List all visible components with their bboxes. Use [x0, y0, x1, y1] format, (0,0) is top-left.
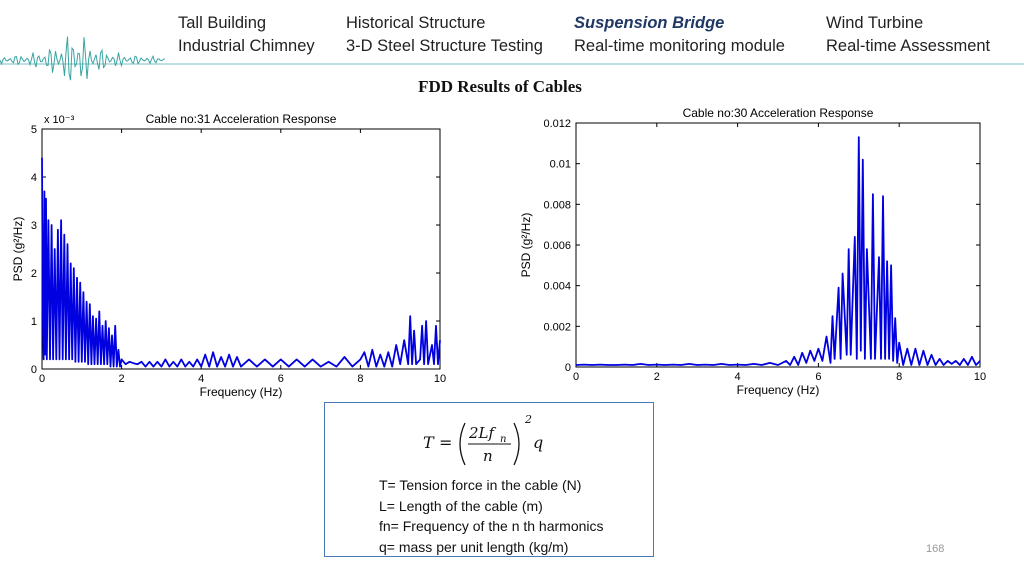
cable31-ytick-label: 0	[31, 364, 37, 376]
cable30-xtick-label: 4	[735, 371, 741, 383]
tension-formula: T = 2Lf n n 2 q	[423, 413, 543, 466]
cable30-ylabel: PSD (g²/Hz)	[519, 213, 533, 278]
cable30-series-line	[575, 136, 981, 366]
cable31-xtick-label: 2	[119, 373, 125, 385]
chart-cable-31: 0 2 4 6 8 10 0 1 2 3 4 5 Cable no:31 Acceleration Re…	[11, 112, 446, 399]
cable30-ytick-label: 0.006	[543, 240, 571, 252]
svg-text:=: =	[439, 433, 452, 452]
cable30-ytick-label: 0.01	[550, 159, 571, 171]
cable30-plot-frame	[575, 122, 981, 368]
svg-text:2: 2	[524, 413, 532, 426]
nav-item-realtime-assessment[interactable]: Real-time Assessment	[826, 37, 991, 55]
cable30-xtick-label: 6	[815, 371, 821, 383]
cable30-xtick-label: 0	[573, 371, 579, 383]
svg-text:n: n	[500, 434, 506, 445]
svg-text:T: T	[423, 433, 435, 452]
nav-item-industrial-chimney[interactable]: Industrial Chimney	[178, 37, 315, 55]
cable31-ylabel: PSD (g²/Hz)	[11, 217, 25, 282]
def-length: L= Length of the cable (m)	[379, 497, 543, 514]
cable31-ytick-label: 4	[31, 172, 37, 184]
formula-box: T = 2Lf n n 2 q T= Tension force in the …	[324, 402, 654, 557]
nav-item-historical-structure[interactable]: Historical Structure	[346, 14, 486, 32]
cable31-title: Cable no:31 Acceleration Response	[146, 112, 337, 126]
seismic-wave-icon	[0, 36, 166, 81]
header-wave-decoration	[0, 36, 1024, 81]
cable31-ytick-label: 3	[31, 220, 37, 232]
def-mass: q= mass per unit length (kg/m)	[379, 538, 569, 555]
chart-cable-30: 0 2 4 6 8 10 0 0.002 0.004 0.006 0.008 0.01 0.012 Cab…	[519, 106, 986, 397]
cable31-xtick-label: 6	[278, 373, 284, 385]
cable31-ytick-label: 5	[31, 124, 37, 136]
cable31-xtick-label: 8	[357, 373, 363, 385]
svg-text:n: n	[483, 447, 493, 465]
slide-title: FDD Results of Cables	[418, 77, 582, 96]
cable31-xtick-label: 10	[434, 373, 446, 385]
cable30-xtick-label: 8	[896, 371, 902, 383]
nav-item-realtime-monitoring[interactable]: Real-time monitoring module	[574, 37, 785, 55]
page-number: 168	[926, 543, 945, 555]
cable30-ytick-label: 0	[565, 362, 571, 374]
cable30-xtick-label: 2	[654, 371, 660, 383]
cable31-series-line	[41, 157, 441, 368]
nav-item-steel-structure-testing[interactable]: 3-D Steel Structure Testing	[346, 37, 543, 55]
def-tension: T= Tension force in the cable (N)	[379, 477, 582, 493]
cable30-ytick-label: 0.012	[543, 118, 571, 130]
svg-text:q: q	[533, 433, 543, 452]
nav-item-tall-building[interactable]: Tall Building	[178, 14, 267, 32]
svg-text:2Lf: 2Lf	[468, 424, 497, 442]
cable31-xtick-label: 0	[39, 373, 45, 385]
nav-item-suspension-bridge[interactable]: Suspension Bridge	[574, 14, 725, 32]
cable30-xlabel: Frequency (Hz)	[737, 383, 820, 397]
cable30-ytick-label: 0.004	[543, 281, 571, 293]
formula-definitions: T= Tension force in the cable (N) L= Len…	[379, 475, 604, 557]
def-frequency: fn= Frequency of the n th harmonics	[379, 518, 604, 534]
cable30-xtick-label: 10	[974, 371, 986, 383]
cable31-xtick-label: 4	[198, 373, 204, 385]
cable30-title: Cable no:30 Acceleration Response	[683, 106, 874, 120]
nav-item-wind-turbine[interactable]: Wind Turbine	[826, 14, 924, 32]
cable30-ytick-label: 0.008	[543, 199, 571, 211]
cable31-y-multiplier: x 10⁻³	[44, 114, 75, 126]
cable31-ytick-label: 1	[31, 316, 37, 328]
cable30-ytick-label: 0.002	[543, 321, 571, 333]
cable31-xlabel: Frequency (Hz)	[200, 385, 283, 399]
cable31-ytick-label: 2	[31, 268, 37, 280]
